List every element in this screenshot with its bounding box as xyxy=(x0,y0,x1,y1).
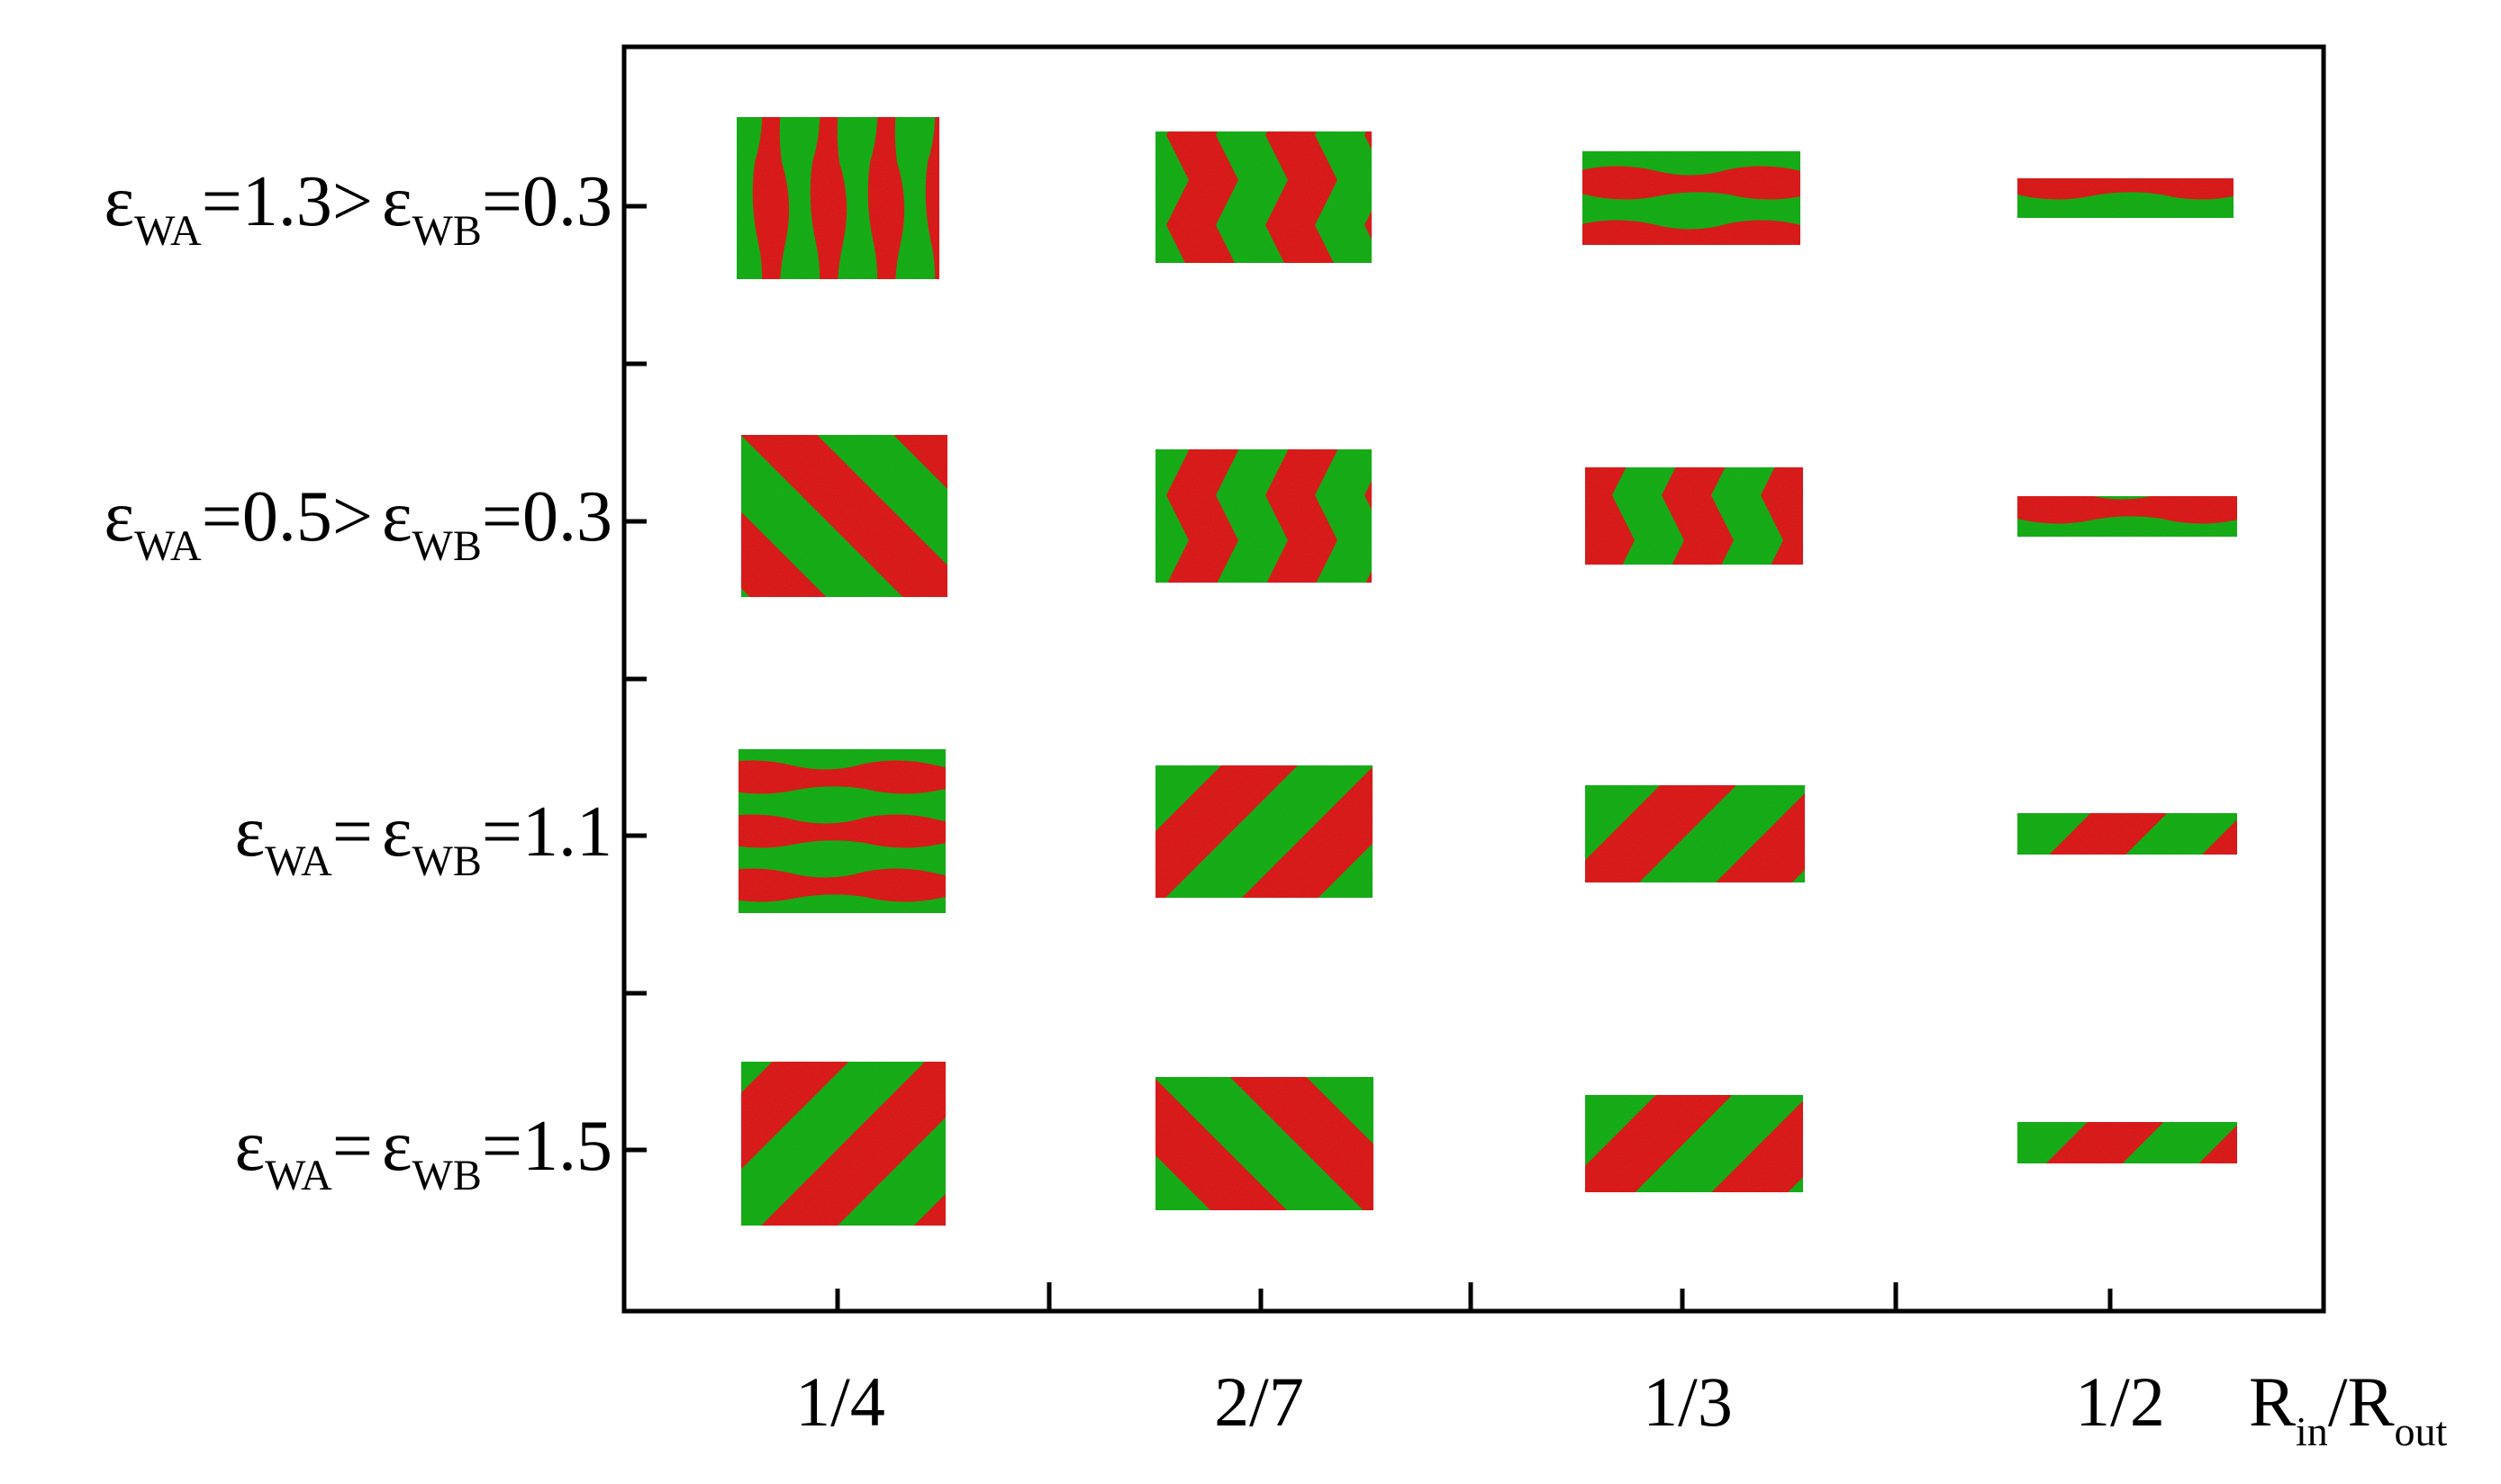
snapshot-r0-c1 xyxy=(1155,131,1372,263)
row-label: εWA= εWB=1.5 xyxy=(235,1107,612,1199)
x-tick-label: 1/3 xyxy=(1643,1362,1733,1441)
x-tick-label: 1/2 xyxy=(2075,1362,2165,1441)
snapshot-r3-c2 xyxy=(1585,1095,1803,1192)
row-label: εWA=0.5> εWB=0.3 xyxy=(104,477,612,570)
x-ticks xyxy=(835,1282,2113,1311)
snapshot-r1-c1 xyxy=(1155,449,1372,583)
snapshot-r1-c2 xyxy=(1585,467,1803,565)
snapshot-r2-c3 xyxy=(2017,813,2237,855)
snapshot-r1-c3 xyxy=(2017,496,2237,537)
snapshot-r3-c0 xyxy=(741,1062,946,1226)
snapshot-r2-c2 xyxy=(1585,785,1805,882)
x-tick-labels: 1/4 2/7 1/3 1/2 xyxy=(795,1362,2165,1441)
snapshot-grid xyxy=(737,117,2237,1226)
snapshot-r2-c1 xyxy=(1155,765,1373,898)
snapshot-r1-c0 xyxy=(741,435,947,597)
y-ticks xyxy=(624,204,647,1153)
x-tick-label: 2/7 xyxy=(1214,1362,1304,1441)
snapshot-r3-c1 xyxy=(1155,1077,1373,1210)
x-axis-label: Rin/Rout xyxy=(2249,1362,2448,1454)
snapshot-r0-c3 xyxy=(2017,178,2234,218)
snapshot-r3-c3 xyxy=(2017,1122,2237,1163)
snapshot-r0-c2 xyxy=(1582,151,1800,245)
row-labels: εWA=1.3> εWB=0.3 εWA=0.5> εWB=0.3 εWA= εWB=… xyxy=(104,162,612,1199)
snapshot-r2-c0 xyxy=(739,749,946,913)
x-tick-label: 1/4 xyxy=(795,1362,885,1441)
row-label: εWA=1.3> εWB=0.3 xyxy=(104,162,612,255)
snapshot-r0-c0 xyxy=(737,117,939,279)
row-label: εWA= εWB=1.1 xyxy=(235,792,612,885)
